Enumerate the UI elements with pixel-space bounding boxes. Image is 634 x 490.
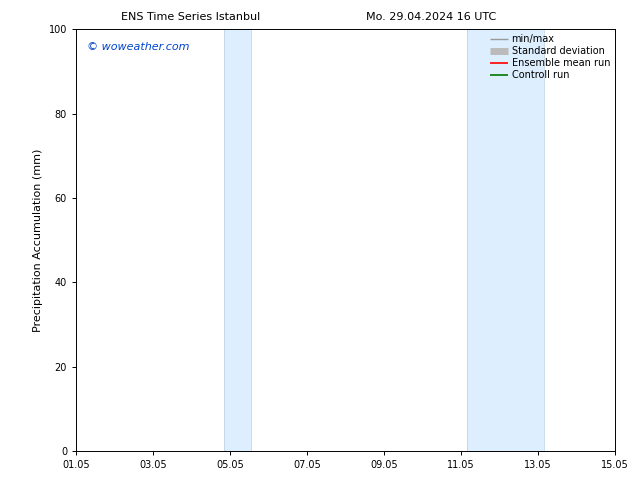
Bar <box>224 29 251 451</box>
Text: © woweather.com: © woweather.com <box>87 42 190 52</box>
Legend: min/max, Standard deviation, Ensemble mean run, Controll run: min/max, Standard deviation, Ensemble me… <box>488 32 612 82</box>
Y-axis label: Precipitation Accumulation (mm): Precipitation Accumulation (mm) <box>33 148 43 332</box>
Text: ENS Time Series Istanbul: ENS Time Series Istanbul <box>120 12 260 22</box>
Text: Mo. 29.04.2024 16 UTC: Mo. 29.04.2024 16 UTC <box>366 12 496 22</box>
Bar <box>467 29 544 451</box>
